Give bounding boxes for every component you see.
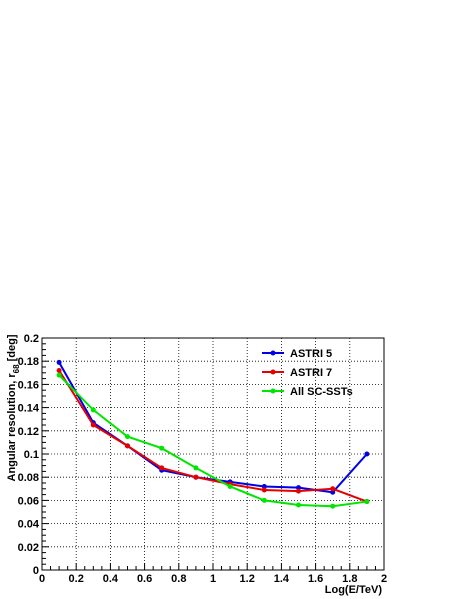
legend-entry-astri-7: ASTRI 7	[262, 367, 332, 379]
series-line-astri-5	[58, 361, 368, 494]
x-tick-label: 1.4	[274, 573, 290, 585]
svg-text:Angular resolution, r68[deg]: Angular resolution, r68 [deg]	[6, 334, 21, 481]
y-tick-label: 0.16	[18, 379, 39, 391]
data-point-all-sc-ssts	[227, 483, 233, 489]
x-tick-label: 1	[210, 573, 216, 585]
x-tick-label: 1.6	[308, 573, 323, 585]
data-point-astri-7	[330, 486, 336, 492]
data-point-all-sc-ssts	[125, 434, 130, 440]
tick-labels: 0 0.2 0.4 0.6 0.8 1 1.2 1.4 1.6 1.8 2 0 0.02 0.04 0.06…	[18, 333, 387, 585]
data-point-astri-5	[364, 451, 370, 457]
data-point-astri-7	[261, 487, 267, 493]
y-tick-label: 0.04	[18, 519, 40, 531]
legend-marker-astri-7	[270, 369, 276, 375]
y-tick-label: 0.14	[18, 403, 40, 415]
data-point-all-sc-ssts	[296, 502, 301, 508]
data-point-astri-7	[125, 443, 130, 449]
data-point-all-sc-ssts	[330, 503, 336, 509]
y-axis-title-main: Angular resolution, r	[6, 373, 18, 482]
x-tick-label: 1.2	[240, 573, 255, 585]
y-tick-label: 0.18	[18, 356, 39, 368]
legend-label-astri-5: ASTRI 5	[290, 348, 332, 360]
x-tick-label: 0.2	[69, 573, 84, 585]
data-point-astri-7	[193, 474, 199, 480]
x-axis-title: Log(E/TeV)	[325, 584, 383, 596]
data-point-all-sc-ssts	[90, 407, 96, 413]
y-tick-label: 0.06	[18, 495, 39, 507]
data-point-all-sc-ssts	[261, 497, 267, 503]
x-tick-label: 0.6	[137, 573, 152, 585]
legend-label-all-sc-ssts: All SC-SSTs	[290, 386, 353, 398]
grid-lines	[42, 338, 384, 570]
x-tick-label: 0	[39, 573, 45, 585]
y-axis-title: Angular resolution, r68 [deg]	[6, 334, 21, 481]
y-tick-label: 0.08	[18, 472, 39, 484]
y-tick-label: 0.1	[24, 449, 39, 461]
data-point-astri-5	[56, 359, 62, 365]
data-point-astri-7	[56, 367, 62, 373]
legend-label-astri-7: ASTRI 7	[290, 367, 332, 379]
x-tick-label: 1.8	[342, 573, 357, 585]
data-point-astri-5	[261, 483, 267, 489]
data-point-astri-7	[159, 465, 165, 471]
data-point-all-sc-ssts	[56, 372, 62, 378]
x-tick-label: 0.4	[103, 573, 119, 585]
axes	[41, 337, 385, 571]
y-tick-label: 0.02	[18, 542, 39, 554]
legend-entry-astri-5: ASTRI 5	[262, 348, 332, 360]
x-tick-label: 0.8	[171, 573, 186, 585]
data-point-astri-5	[296, 485, 301, 491]
y-tick-label: 0.2	[24, 333, 39, 345]
data-point-astri-5	[330, 489, 336, 495]
legend-entry-all-sc-ssts: All SC-SSTs	[262, 386, 353, 398]
data-point-all-sc-ssts	[364, 499, 370, 505]
data-point-astri-7	[296, 488, 301, 494]
legend-marker-all-sc-ssts	[270, 388, 276, 394]
data-point-all-sc-ssts	[193, 465, 199, 471]
legend-marker-astri-5	[270, 350, 276, 356]
series-lines	[56, 359, 370, 509]
series-line-astri-7	[58, 369, 368, 503]
y-axis-title-subscript: 68	[12, 364, 21, 373]
series-line-all-sc-ssts	[58, 374, 368, 508]
y-axis-title-unit: [deg]	[6, 334, 18, 361]
data-point-astri-7	[90, 422, 96, 428]
x-tick-label: 2	[381, 573, 387, 585]
series-astri-7	[56, 367, 370, 505]
y-tick-label: 0.12	[18, 426, 39, 438]
y-tick-label: 0	[33, 565, 39, 577]
legend: ASTRI 5 ASTRI 7 All SC-SSTs	[262, 348, 353, 398]
series-all-sc-ssts	[56, 372, 370, 509]
data-point-all-sc-ssts	[159, 445, 165, 451]
